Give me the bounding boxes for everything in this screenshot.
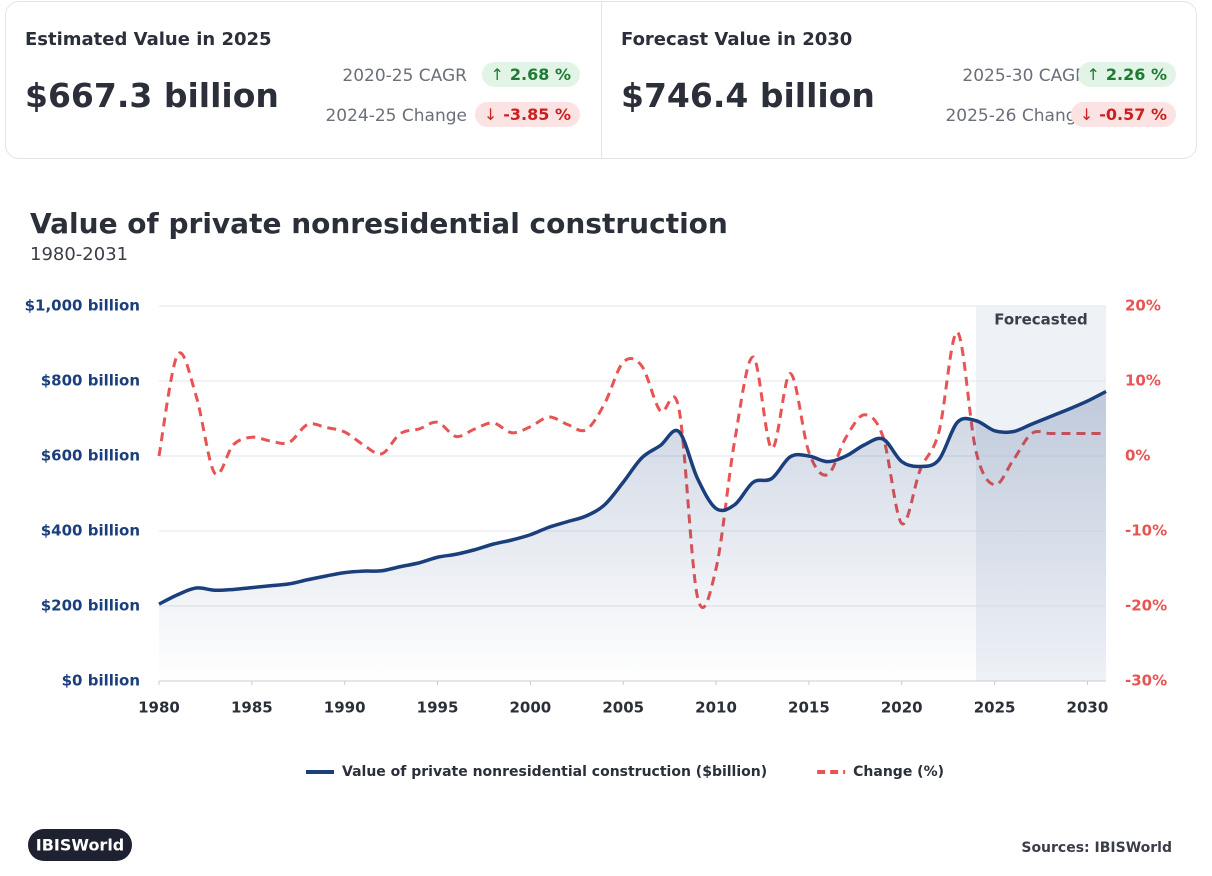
value-line xyxy=(158,389,1107,606)
x-tick-label: 2000 xyxy=(509,699,551,717)
x-tick-label: 2020 xyxy=(881,699,923,717)
logo-badge xyxy=(28,829,132,861)
legend-label: Change (%) xyxy=(853,764,944,780)
x-tick-label: 2010 xyxy=(695,699,737,717)
kpi-cards xyxy=(5,1,1197,159)
metric-value: 2.68 % xyxy=(509,65,571,84)
y-tick-label: $400 billion xyxy=(41,522,140,540)
card-title: Forecast Value in 2030 xyxy=(621,29,853,50)
legend-label: Value of private nonresidential construc… xyxy=(342,764,767,780)
metric-label: 2020-25 CAGR xyxy=(342,66,467,86)
trend-icon: ↓ xyxy=(1079,105,1094,124)
metric-pill: ↓ -0.57 % xyxy=(1070,102,1176,127)
metric-value: -3.85 % xyxy=(503,105,571,124)
divider xyxy=(601,2,602,158)
x-tick-label: 2015 xyxy=(788,699,830,717)
x-tick-label: 2025 xyxy=(974,699,1016,717)
y-tick-label: $0 billion xyxy=(62,672,140,690)
metric-value: 2.26 % xyxy=(1105,65,1167,84)
trend-icon: ↓ xyxy=(483,105,498,124)
metric-label: 2024-25 Change xyxy=(325,106,467,126)
y2-tick-label: -10% xyxy=(1125,522,1167,540)
source: Sources: IBISWorld xyxy=(1021,840,1172,856)
metric-pill: ↑ 2.26 % xyxy=(1077,62,1176,87)
x-tick-label: 2005 xyxy=(602,699,644,717)
card-value: $746.4 billion xyxy=(621,76,875,115)
logo: IBISWorld xyxy=(36,836,125,855)
metric-value: -0.57 % xyxy=(1099,105,1167,124)
y2-tick-label: 10% xyxy=(1125,372,1161,390)
chart-title: Value of private nonresidential construc… xyxy=(30,207,728,240)
x-tick-label: 1985 xyxy=(231,699,273,717)
card-value: $667.3 billion xyxy=(25,76,279,115)
y2-tick-label: -30% xyxy=(1125,672,1167,690)
forecast-label: Forecasted xyxy=(994,311,1088,329)
metric-pill: ↓ -3.85 % xyxy=(474,102,580,127)
y-tick-label: $800 billion xyxy=(41,372,140,390)
metric-pill: ↑ 2.68 % xyxy=(481,62,580,87)
y-tick-label: $600 billion xyxy=(41,447,140,465)
trend-icon: ↑ xyxy=(1086,65,1100,84)
y-tick-label: $200 billion xyxy=(41,597,140,615)
x-tick-label: 1995 xyxy=(417,699,459,717)
change-line xyxy=(157,330,1106,609)
area xyxy=(159,391,1106,681)
x-tick-label: 2030 xyxy=(1067,699,1109,717)
x-tick-label: 1980 xyxy=(138,699,180,717)
y-tick-label: $1,000 billion xyxy=(25,297,140,315)
trend-icon: ↑ xyxy=(490,65,504,84)
chart-subtitle: 1980-2031 xyxy=(30,244,128,265)
metric-label: 2025-30 CAGR xyxy=(962,66,1087,86)
card-title: Estimated Value in 2025 xyxy=(25,29,272,50)
metric-label: 2025-26 Change xyxy=(945,106,1087,126)
y2-tick-label: 20% xyxy=(1125,297,1161,315)
y2-tick-label: 0% xyxy=(1125,447,1150,465)
x-tick-label: 1990 xyxy=(324,699,366,717)
y2-tick-label: -20% xyxy=(1125,597,1167,615)
